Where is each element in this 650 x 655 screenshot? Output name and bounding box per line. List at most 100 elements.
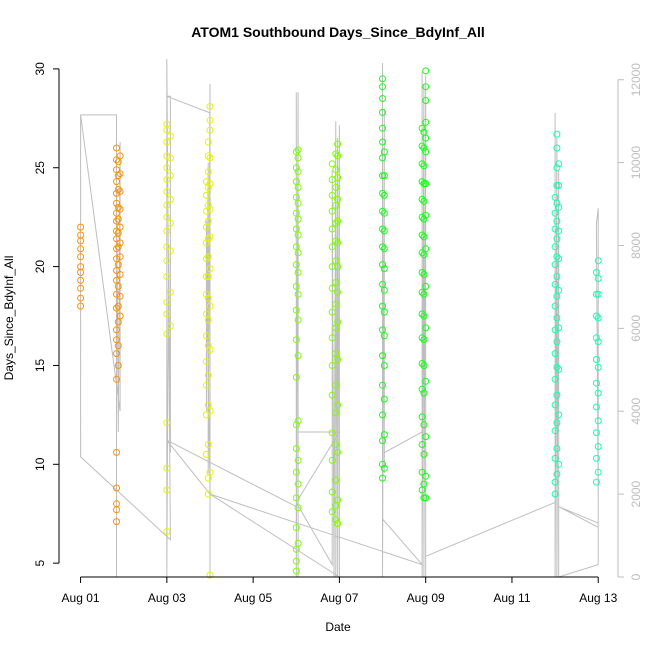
data-point (166, 247, 174, 255)
data-point (204, 441, 212, 448)
data-point (379, 243, 386, 251)
data-point (551, 490, 559, 498)
data-point (553, 217, 561, 225)
data-point (555, 324, 563, 332)
data-point (332, 278, 340, 286)
data-point (166, 288, 174, 296)
data-point (594, 314, 602, 322)
y-tick-label: 20 (33, 260, 47, 274)
data-point (594, 443, 602, 450)
data-point (418, 124, 426, 132)
data-point (294, 539, 302, 547)
data-point (555, 286, 563, 294)
data-point (328, 429, 336, 437)
data-point (114, 282, 122, 290)
data-point (204, 152, 212, 160)
data-point (334, 263, 342, 271)
data-point (204, 235, 212, 243)
data-point (113, 245, 120, 253)
data-point (422, 433, 430, 441)
points-layer (77, 67, 602, 579)
data-point (202, 191, 210, 199)
data-point (592, 478, 600, 486)
data-point (163, 152, 171, 160)
data-point (418, 360, 426, 367)
data-point (113, 350, 120, 358)
data-point (334, 318, 342, 326)
x-tick-label: Aug 11 (493, 591, 530, 605)
data-point (379, 189, 386, 197)
data-point (163, 164, 171, 172)
data-point (380, 265, 388, 273)
data-point (206, 302, 214, 310)
data-point (551, 478, 559, 486)
data-point (553, 199, 561, 207)
data-point (594, 290, 602, 298)
data-point (422, 134, 430, 142)
x-tick-label: Aug 13 (579, 591, 617, 605)
data-point (292, 524, 300, 532)
data-point (113, 448, 120, 456)
data-point (113, 227, 120, 235)
data-point (113, 326, 120, 334)
data-point (204, 342, 212, 350)
data-point (292, 164, 300, 172)
data-point (113, 199, 120, 207)
data-point (334, 239, 342, 247)
data-point (379, 138, 386, 146)
data-point (328, 160, 336, 168)
data-point (422, 472, 430, 480)
data-point (551, 225, 559, 233)
chart-title: ATOM1 Southbound Days_Since_BdyInf_All (191, 24, 485, 40)
data-point (555, 255, 563, 263)
data-point (114, 261, 122, 269)
data-point (553, 470, 561, 478)
data-point (294, 146, 302, 154)
data-point (292, 557, 300, 565)
y-axis-label: Days_Since_BdyInf_All (2, 256, 16, 381)
y-tick-label: 5 (33, 560, 47, 567)
data-point (334, 140, 342, 148)
data-point (420, 162, 428, 170)
data-point (553, 164, 561, 172)
data-point (116, 253, 124, 261)
data-point (328, 225, 336, 233)
data-point (332, 300, 340, 308)
data-point (332, 381, 340, 389)
data-point (553, 419, 561, 427)
data-point (113, 375, 120, 383)
data-point (380, 191, 388, 199)
data-point (418, 213, 426, 221)
data-point (166, 219, 174, 227)
data-point (594, 338, 602, 346)
data-point (77, 245, 85, 253)
data-point (206, 205, 214, 213)
data-point (418, 385, 426, 393)
data-point (328, 362, 336, 369)
data-point (420, 421, 428, 429)
data-point (380, 308, 388, 316)
data-point (420, 312, 428, 320)
y2-tick-label: 6000 (629, 315, 643, 342)
data-point (380, 245, 388, 253)
data-point (77, 223, 85, 231)
data-point (332, 184, 340, 191)
data-point (379, 225, 386, 233)
data-point (379, 75, 386, 83)
data-point (380, 431, 388, 439)
data-point (202, 332, 210, 340)
data-point (206, 571, 214, 579)
data-point (116, 312, 124, 320)
data-point (555, 182, 563, 189)
data-point (77, 294, 85, 302)
data-point (77, 284, 85, 292)
data-point (332, 441, 340, 448)
data-point (163, 227, 171, 235)
data-point (420, 197, 428, 205)
data-point (114, 302, 122, 310)
data-point (420, 480, 428, 488)
data-point (380, 172, 388, 180)
data-point (202, 358, 210, 365)
data-point (206, 468, 214, 476)
y2-tick-label: 2000 (629, 480, 643, 507)
